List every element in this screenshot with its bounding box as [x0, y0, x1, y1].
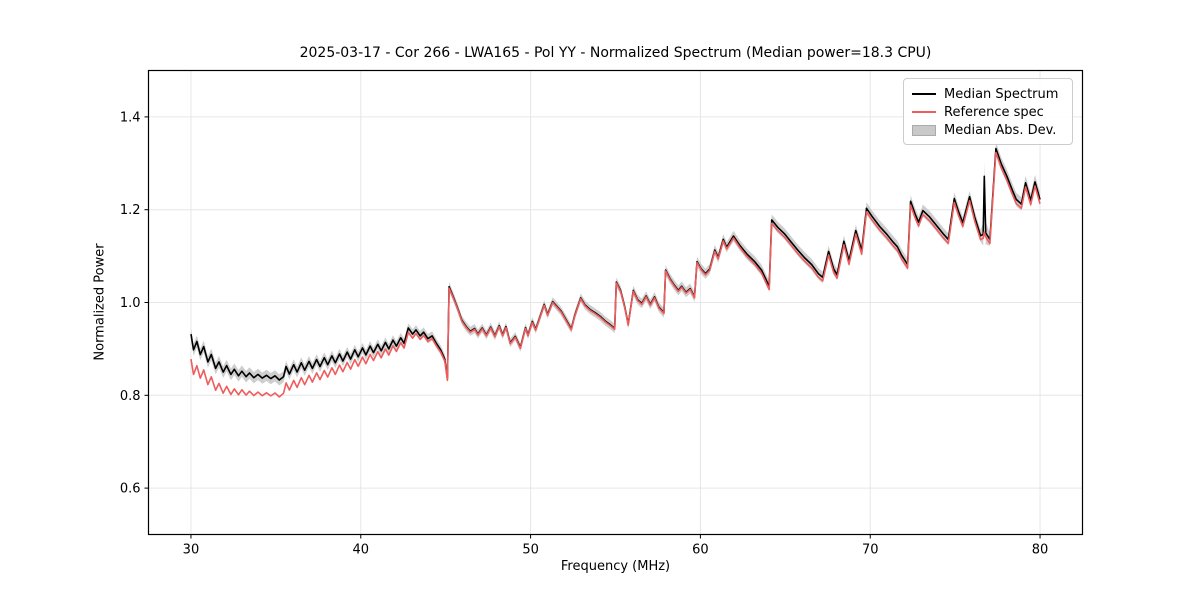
y-tick-label: 0.6	[120, 482, 141, 497]
legend-label: Median Spectrum	[944, 86, 1059, 102]
y-tick-label: 1.2	[120, 203, 141, 218]
mad-band	[191, 141, 1040, 386]
y-tick-label: 1.4	[120, 110, 141, 125]
y-tick-label: 1.0	[120, 296, 141, 311]
legend-item-median-spectrum: Median Spectrum	[912, 85, 1064, 103]
x-tick-label: 30	[183, 543, 200, 558]
legend-label: Median Abs. Dev.	[944, 123, 1057, 139]
median-abs-dev-legend-patch	[912, 125, 936, 137]
legend: Median Spectrum Reference spec Median Ab…	[903, 78, 1073, 145]
legend-label: Reference spec	[944, 104, 1044, 120]
x-tick-label: 70	[862, 543, 879, 558]
y-axis-label: Normalized Power	[92, 243, 108, 361]
x-tick-label: 40	[352, 543, 369, 558]
x-tick-label: 80	[1032, 543, 1049, 558]
reference-spec-line	[190, 151, 1041, 398]
x-tick-label: 60	[692, 543, 709, 558]
y-tick-label: 0.8	[120, 389, 141, 404]
median-spectrum-legend-line	[912, 93, 936, 96]
legend-item-median-abs-dev: Median Abs. Dev.	[912, 122, 1064, 140]
reference-spec-legend-line	[912, 111, 936, 114]
x-tick-label: 50	[522, 543, 539, 558]
median-spectrum-line	[190, 147, 1041, 381]
chart-title: 2025-03-17 - Cor 266 - LWA165 - Pol YY -…	[299, 45, 932, 61]
legend-item-reference-spec: Reference spec	[912, 103, 1064, 121]
x-axis-label: Frequency (MHz)	[560, 559, 671, 574]
